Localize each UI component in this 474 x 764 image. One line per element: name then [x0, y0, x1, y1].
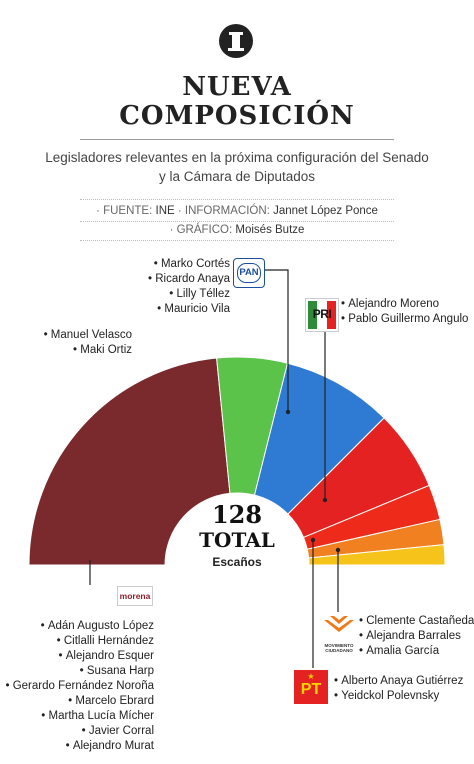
info-value: Jannet López Ponce — [273, 205, 378, 217]
morena-member: Martha Lucía Mícher — [5, 709, 154, 724]
pt-logo-icon: ★ PT — [294, 670, 328, 704]
pt-logo-text: PT — [300, 681, 322, 698]
pri-member-list: Alejandro Moreno Pablo Guillermo Angulo — [341, 297, 468, 327]
total-label: TOTAL — [199, 528, 275, 552]
morena-member: Javier Corral — [5, 724, 154, 739]
morena-member: Alejandro Esquer — [5, 649, 154, 664]
morena-logo-icon: morena — [117, 586, 153, 606]
subtitle: Legisladores relevantes en la próxima co… — [30, 148, 444, 186]
morena-member: Citlalli Hernández — [5, 634, 154, 649]
pri-logo-icon: PRI — [305, 298, 339, 332]
credits-divider-top — [80, 199, 394, 200]
pvem-member-list: Manuel Velasco Maki Ortiz — [44, 328, 132, 358]
pri-logo-text: PRI — [312, 307, 332, 321]
pri-leader-dot — [322, 497, 328, 503]
mc-leader-dot — [335, 547, 341, 553]
leader-dots — [285, 409, 341, 553]
morena-slice — [28, 357, 231, 566]
pan-member-list: Marko Cortés Ricardo Anaya Lilly Téllez … — [148, 257, 230, 317]
pan-logo-icon: PAN — [233, 258, 265, 288]
chart-slices — [28, 356, 446, 566]
pvem-member: Maki Ortiz — [44, 343, 132, 358]
fuente-value: INE — [155, 205, 175, 217]
credits-line1: · FUENTE: INE · INFORMACIÓN: Jannet Lópe… — [0, 205, 474, 217]
pt-slice — [308, 544, 446, 566]
pan-member: Marko Cortés — [148, 257, 230, 272]
subtitle-line2: y la Cámara de Diputados — [158, 169, 316, 184]
morena-member: Adán Augusto López — [5, 619, 154, 634]
column-logo-icon — [219, 24, 253, 58]
star-icon: ★ — [307, 672, 315, 681]
pan-leader-dot — [285, 409, 291, 415]
pt-member: Alberto Anaya Gutiérrez — [334, 674, 463, 689]
page-title-line1: NUEVA — [182, 72, 292, 102]
pvem-member: Manuel Velasco — [44, 328, 132, 343]
pan-logo-text: PAN — [237, 263, 261, 283]
mc-member: Amalia García — [359, 644, 474, 659]
mc-logo-text: MOVIMIENTO CIUDADANO — [324, 643, 354, 653]
mc-member-list: Clemente Castañeda Alejandra Barrales Am… — [359, 614, 474, 659]
mc-member: Clemente Castañeda — [359, 614, 474, 629]
subtitle-line1: Legisladores relevantes en la próxima co… — [45, 150, 429, 165]
info-label: · INFORMACIÓN: — [177, 205, 270, 217]
pan-member: Mauricio Vila — [148, 302, 230, 317]
mc-logo-icon: MOVIMIENTO CIUDADANO — [322, 614, 356, 653]
morena-member: Marcelo Ebrard — [5, 694, 154, 709]
credits-divider-bottom — [80, 240, 394, 241]
morena-member: Alejandro Murat — [5, 739, 154, 754]
page-title-line2: COMPOSICIÓN — [119, 101, 355, 131]
grafico-value: Moisés Butze — [235, 224, 305, 236]
grafico-label: · GRÁFICO: — [169, 224, 233, 236]
eagle-icon — [324, 616, 354, 632]
pt-member-list: Alberto Anaya Gutiérrez Yeidckol Polevns… — [334, 674, 463, 704]
morena-member: Gerardo Fernández Noroña — [5, 679, 154, 694]
mc-member: Alejandra Barrales — [359, 629, 474, 644]
pan-member: Ricardo Anaya — [148, 272, 230, 287]
pt-leader-dot — [310, 537, 316, 543]
credits-line2: · GRÁFICO: Moisés Butze — [0, 224, 474, 236]
morena-member: Susana Harp — [5, 664, 154, 679]
title-divider — [80, 139, 394, 140]
pri-member: Pablo Guillermo Angulo — [341, 312, 468, 327]
fuente-label: · FUENTE: — [96, 205, 153, 217]
pri-member: Alejandro Moreno — [341, 297, 468, 312]
pan-member: Lilly Téllez — [148, 287, 230, 302]
morena-logo-text: morena — [119, 591, 151, 601]
pan-leader-line — [262, 269, 289, 412]
total-number: 128 — [211, 500, 263, 529]
credits-divider-mid — [80, 221, 394, 222]
total-unit: Escaños — [212, 555, 262, 569]
morena-member-list: Adán Augusto López Citlalli Hernández Al… — [5, 619, 154, 754]
pt-member: Yeidckol Polevnsky — [334, 689, 463, 704]
